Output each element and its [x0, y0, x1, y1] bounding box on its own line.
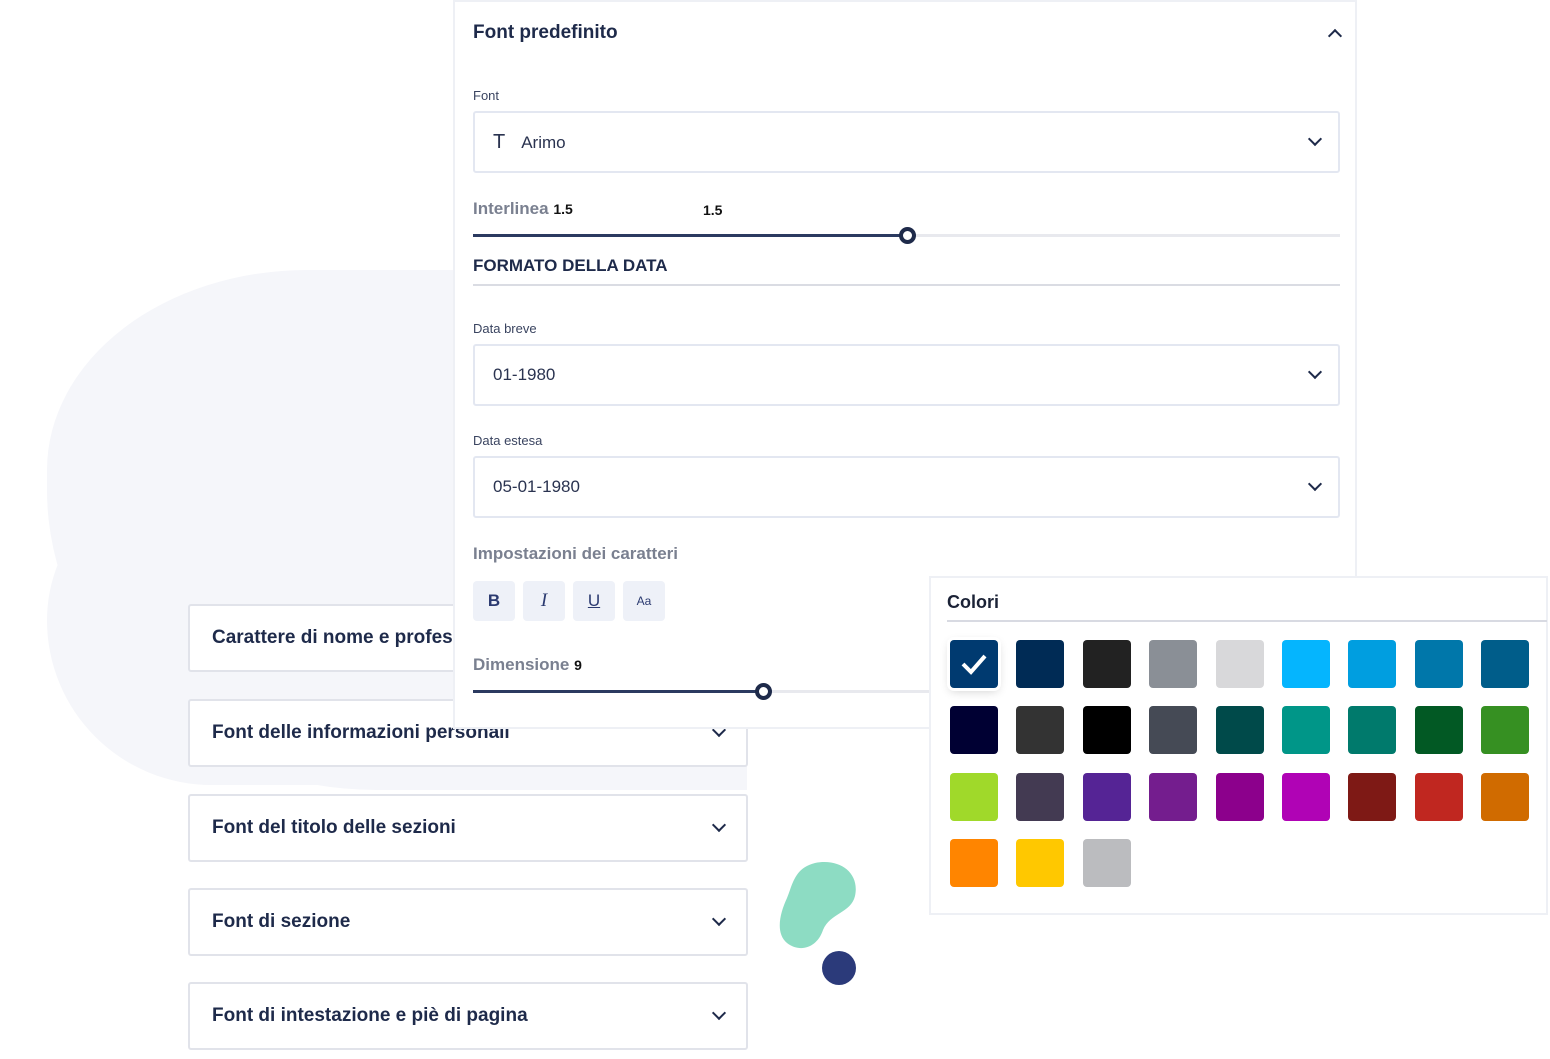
panel-title: Font predefinito	[473, 22, 618, 43]
short-date-label: Data breve	[473, 321, 537, 336]
date-format-heading: FORMATO DELLA DATA	[473, 256, 668, 275]
divider	[473, 284, 1340, 286]
color-swatch[interactable]	[950, 640, 998, 688]
line-height-label: Interlinea 1.5	[473, 199, 573, 218]
long-date-label: Data estesa	[473, 433, 543, 448]
colors-title: Colori	[947, 592, 999, 612]
accordion-header-footer-font[interactable]: Font di intestazione e piè di pagina	[188, 982, 748, 1050]
font-type-icon: T	[493, 130, 506, 153]
decorative-shapes	[779, 862, 856, 985]
size-value: 9	[574, 657, 582, 673]
short-date-select[interactable]: 01-1980	[473, 344, 1340, 406]
line-height-value: 1.5	[553, 201, 573, 217]
underline-button[interactable]: U	[573, 581, 615, 621]
accordion-label: Font di sezione	[212, 911, 351, 932]
color-swatch[interactable]	[1414, 640, 1463, 688]
bold-button[interactable]: B	[473, 581, 515, 621]
chevron-down-icon	[1307, 476, 1323, 492]
color-swatch[interactable]	[1282, 772, 1330, 821]
line-height-tooltip: 1.5	[703, 202, 723, 218]
color-swatch[interactable]	[1282, 706, 1330, 755]
color-swatch[interactable]	[1149, 772, 1198, 821]
color-swatch[interactable]	[1481, 640, 1530, 688]
panel-header[interactable]: Font predefinito	[473, 22, 1343, 44]
color-swatch[interactable]	[950, 706, 998, 755]
divider	[947, 620, 1547, 622]
chevron-down-icon	[711, 911, 727, 927]
size-slider[interactable]	[473, 683, 1340, 700]
color-swatch[interactable]	[1348, 772, 1397, 821]
italic-button[interactable]: I	[523, 581, 565, 621]
slider-thumb[interactable]	[898, 227, 916, 244]
font-select[interactable]: T Arimo	[473, 111, 1340, 173]
color-swatch[interactable]	[1149, 640, 1198, 688]
size-label: Dimensione 9	[473, 655, 582, 674]
slider-thumb[interactable]	[755, 683, 772, 700]
font-label: Font	[473, 88, 500, 103]
teal-blob	[779, 862, 856, 949]
color-swatch[interactable]	[1016, 839, 1065, 888]
short-date-value: 01-1980	[493, 365, 556, 384]
accordion-label: Font delle informazioni personali	[212, 722, 510, 743]
color-swatch[interactable]	[1348, 640, 1397, 688]
color-swatch[interactable]	[1215, 640, 1264, 688]
accordion-label: Carattere di nome e professione	[212, 627, 503, 648]
color-swatch[interactable]	[1481, 772, 1530, 821]
chevron-down-icon	[1307, 364, 1323, 380]
color-swatch[interactable]	[950, 839, 998, 888]
color-swatch[interactable]	[1481, 706, 1530, 755]
chevron-down-icon	[1307, 131, 1323, 147]
line-height-slider[interactable]	[473, 227, 1340, 244]
color-swatch[interactable]	[1016, 706, 1065, 755]
font-value: Arimo	[521, 132, 566, 152]
color-swatch[interactable]	[1082, 839, 1131, 888]
color-swatch[interactable]	[1414, 772, 1463, 821]
colors-panel: Colori	[929, 576, 1548, 915]
long-date-select[interactable]: 05-01-1980	[473, 456, 1340, 518]
chevron-up-icon[interactable]	[1327, 28, 1343, 44]
navy-dot	[822, 951, 856, 985]
color-swatch[interactable]	[1414, 706, 1463, 755]
accordion-label: Font del titolo delle sezioni	[212, 817, 456, 838]
text-case-button[interactable]: Aa	[623, 581, 665, 621]
accordion-section-title-font[interactable]: Font del titolo delle sezioni	[188, 794, 748, 862]
color-swatch[interactable]	[1348, 706, 1397, 755]
color-swatch[interactable]	[1149, 706, 1198, 755]
color-swatch[interactable]	[1082, 772, 1131, 821]
chevron-down-icon	[711, 1005, 727, 1021]
color-swatch[interactable]	[1082, 640, 1131, 688]
color-swatch[interactable]	[1016, 772, 1065, 821]
color-swatch[interactable]	[1215, 706, 1264, 755]
accordion-label: Font di intestazione e piè di pagina	[212, 1005, 528, 1026]
long-date-value: 05-01-1980	[493, 477, 580, 496]
check-icon	[961, 654, 987, 675]
accordion-section-font[interactable]: Font di sezione	[188, 888, 748, 956]
color-swatch[interactable]	[1215, 772, 1264, 821]
char-settings-label: Impostazioni dei caratteri	[473, 544, 678, 563]
color-swatch[interactable]	[950, 772, 998, 821]
color-swatch[interactable]	[1082, 706, 1131, 755]
color-swatch[interactable]	[1016, 640, 1065, 688]
chevron-down-icon	[711, 817, 727, 833]
color-swatch[interactable]	[1282, 640, 1330, 688]
